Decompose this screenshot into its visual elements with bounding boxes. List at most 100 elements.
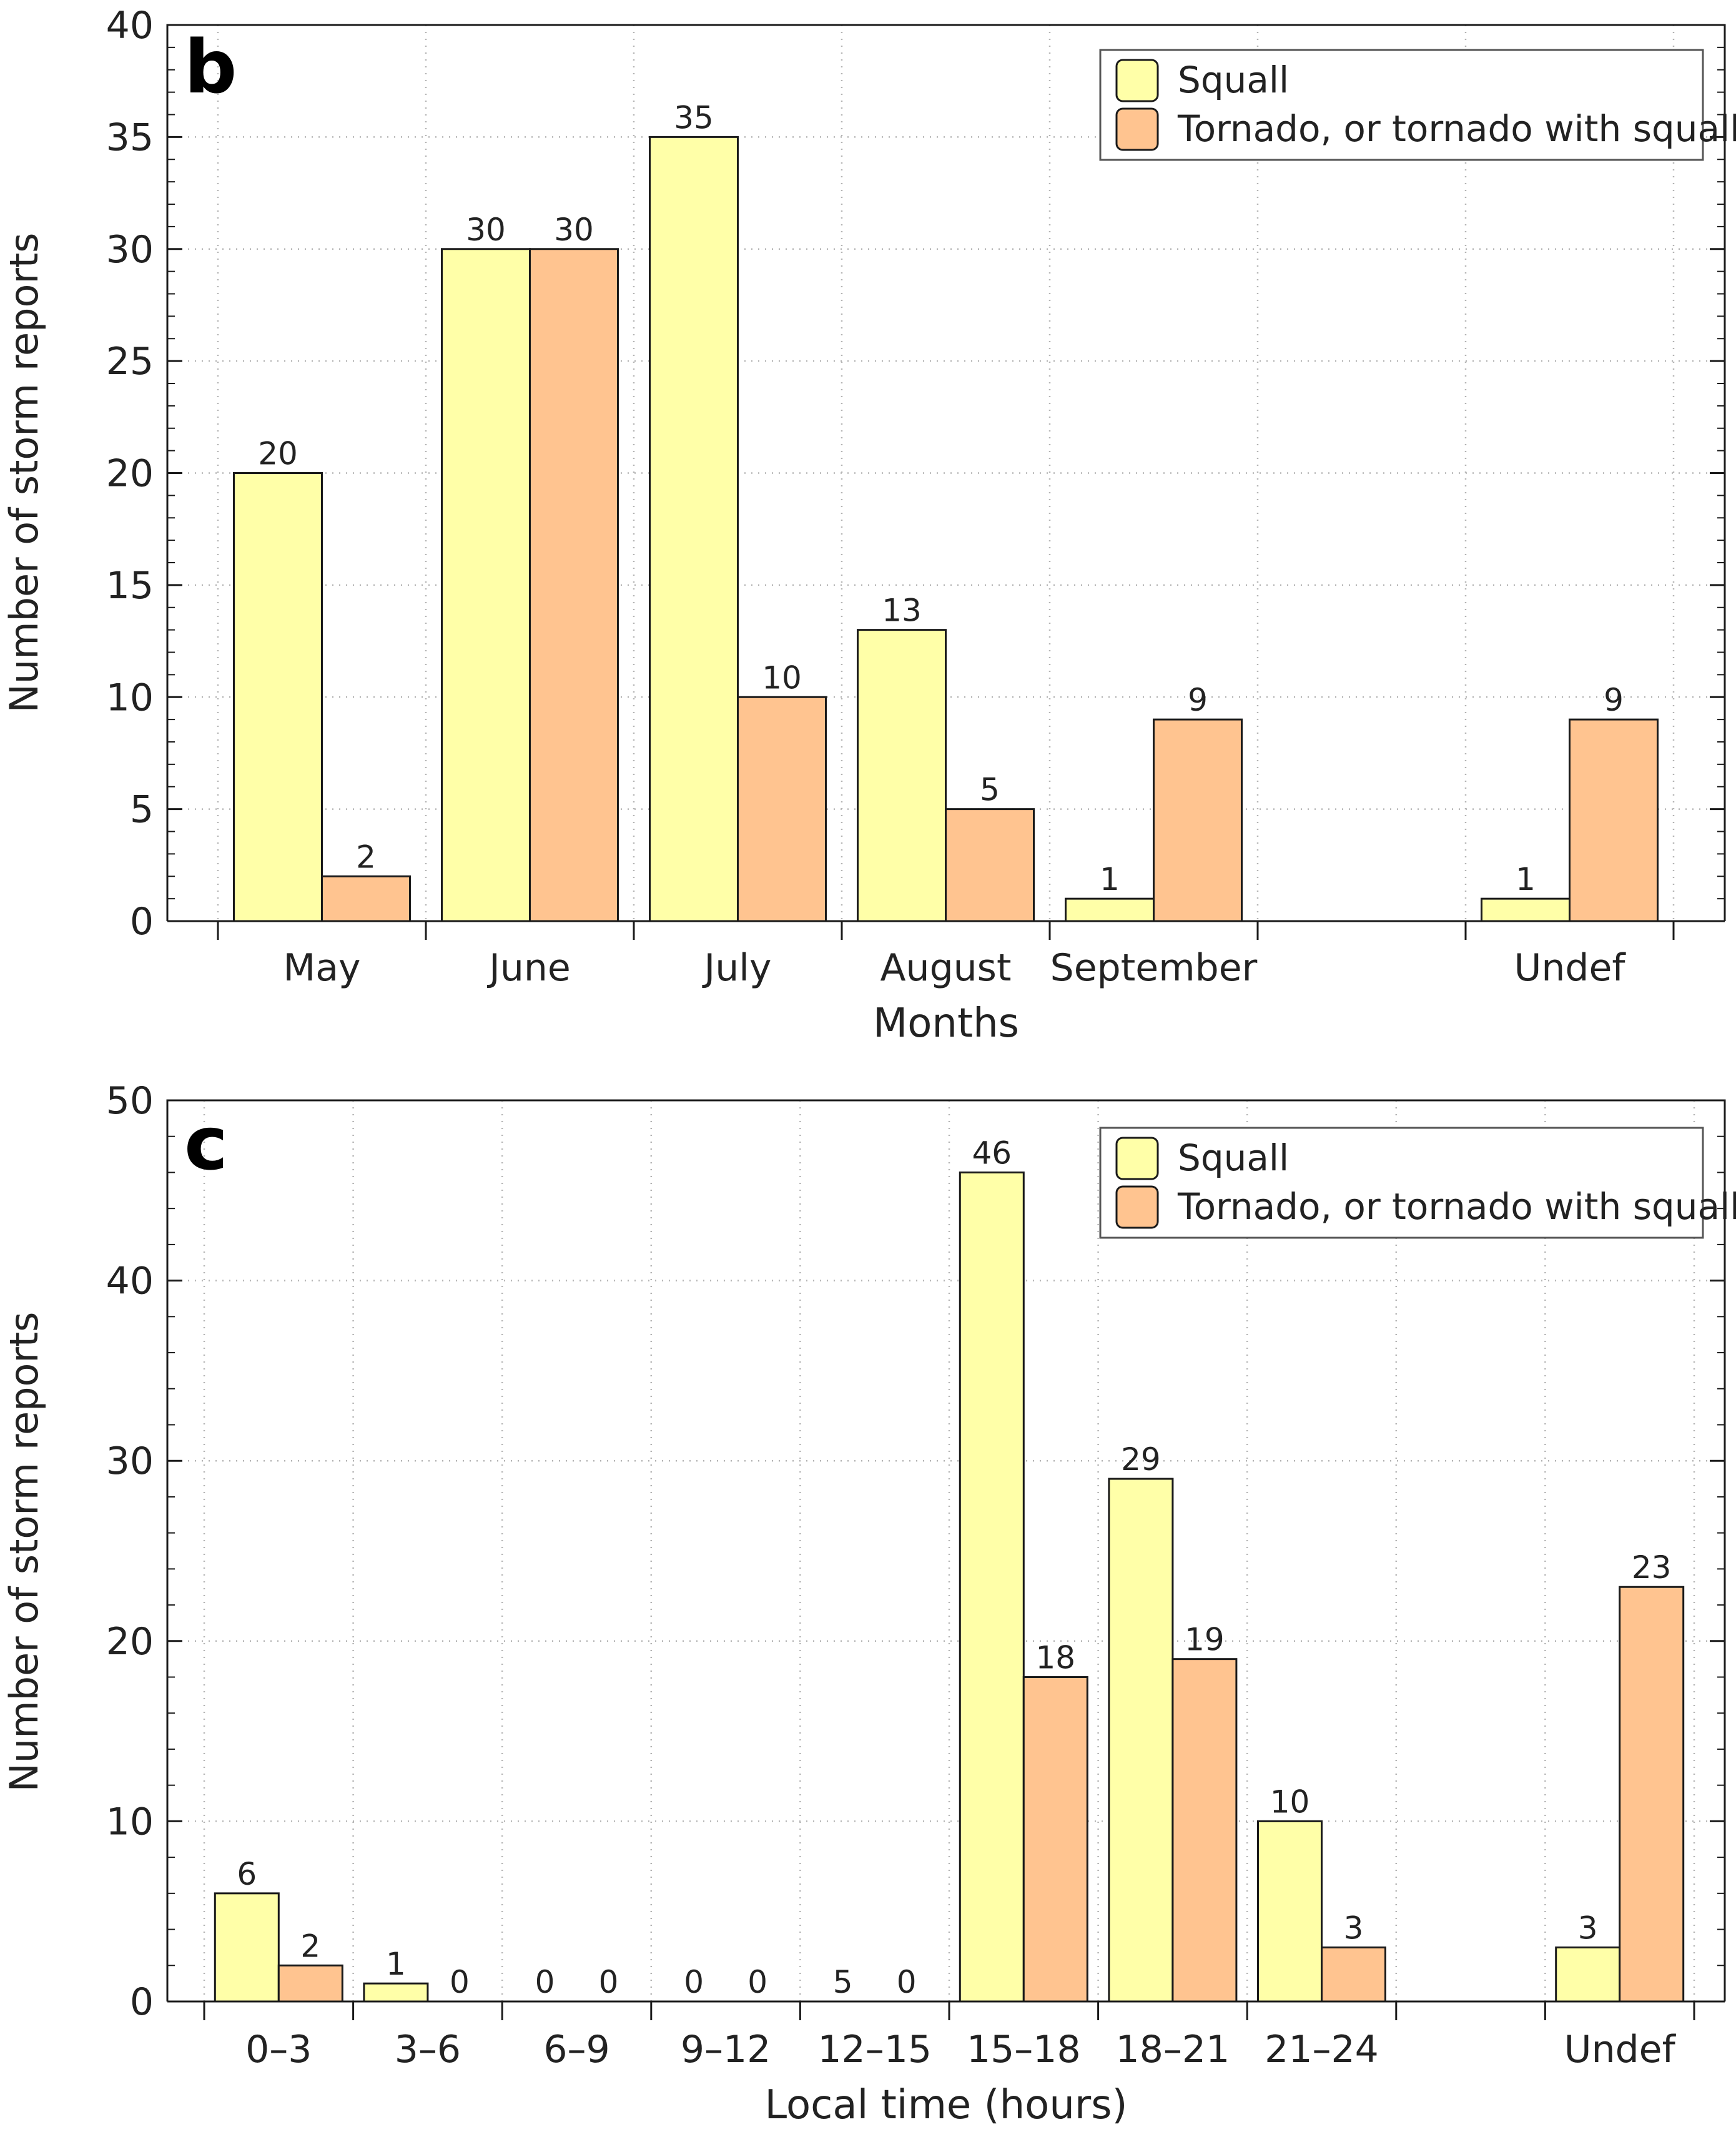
x-tick-label: May [283,946,360,990]
data-label-squall: 30 [466,212,506,248]
y-tick-label: 25 [106,340,154,383]
y-tick-label: 50 [106,1079,154,1123]
data-label-tornado: 30 [554,212,594,248]
data-label-tornado: 0 [897,1964,917,2000]
y-tick-label: 40 [106,1260,154,1303]
x-tick-label: 3–6 [395,2028,461,2071]
bar-squall-21–24 [1257,1820,1323,2003]
data-label-squall: 46 [972,1135,1012,1171]
y-tick-label: 0 [130,1980,154,2024]
plot-frame [166,1099,1726,2001]
y-tick-label: 30 [106,228,154,272]
y-tick-label: 20 [106,452,154,496]
legend-swatch-tornado [1115,1185,1159,1229]
data-label-tornado: 3 [1344,1910,1364,1946]
x-tick-label: June [486,946,571,990]
x-tick-label: 15–18 [967,2028,1081,2071]
bar-squall-3–6 [363,1982,429,2003]
data-label-squall: 13 [882,593,922,629]
y-tick-label: 30 [106,1439,154,1483]
x-tick-label: August [880,946,1012,990]
legend-box [1099,49,1704,161]
bar-squall-September [1065,897,1155,922]
data-label-squall: 1 [1100,861,1120,897]
data-label-squall: 10 [1270,1784,1310,1820]
legend-swatch-squall [1115,59,1159,102]
legend-swatch-tornado [1115,107,1159,151]
y-tick-label: 20 [106,1620,154,1664]
data-label-squall: 35 [674,99,714,136]
x-tick-label: 0–3 [245,2028,312,2071]
data-label-squall: 29 [1121,1441,1161,1478]
legend-box [1099,1127,1704,1239]
data-label-squall: 0 [684,1964,704,2000]
x-tick-label: 18–21 [1116,2028,1230,2071]
bar-squall-Undef [1555,1946,1621,2003]
data-label-tornado: 2 [300,1928,320,1964]
y-tick-label: 15 [106,564,154,608]
legend-label: Squall [1178,1137,1289,1179]
data-label-tornado: 9 [1604,682,1624,718]
data-label-tornado: 9 [1188,682,1208,718]
x-axis-title: Local time (hours) [764,2082,1127,2128]
x-tick-label: 9–12 [681,2028,771,2071]
data-label-squall: 1 [1516,861,1536,897]
data-label-squall: 5 [833,1964,853,2000]
legend-swatch-squall [1115,1137,1159,1180]
data-label-tornado: 0 [747,1964,767,2000]
y-tick-label: 10 [106,1800,154,1843]
bar-tornado-September [1153,718,1243,922]
bar-tornado-Undef [1569,718,1659,922]
legend-label: Tornado, or tornado with squall [1177,1185,1736,1228]
data-label-tornado: 0 [599,1964,619,2000]
bar-tornado-August [945,808,1035,922]
bar-tornado-18–21 [1171,1658,1238,2003]
data-label-tornado: 18 [1035,1640,1075,1676]
y-tick-label: 0 [130,900,154,944]
bar-tornado-0–3 [277,1964,343,2003]
data-label-tornado: 0 [450,1964,470,2000]
bar-squall-0–3 [214,1892,280,2003]
x-tick-label: Undef [1514,946,1626,990]
bar-squall-May [233,472,323,922]
data-label-tornado: 10 [762,659,802,696]
bar-squall-Undef [1481,897,1571,922]
legend-label: Squall [1178,59,1289,101]
x-tick-label: 21–24 [1265,2028,1379,2071]
data-label-tornado: 2 [356,839,376,875]
x-tick-label: 6–9 [543,2028,609,2071]
y-tick-label: 10 [106,676,154,719]
y-tick-label: 35 [106,116,154,159]
panel-letter: b [184,24,237,110]
data-label-squall: 3 [1578,1910,1598,1946]
legend: Squall Tornado, or tornado with squall [1099,1127,1736,1239]
y-tick-label: 40 [106,4,154,47]
data-label-squall: 6 [237,1856,257,1892]
data-label-tornado: 5 [980,772,1000,808]
bar-tornado-June [529,248,619,922]
legend: Squall Tornado, or tornado with squall [1099,49,1736,161]
bar-tornado-21–24 [1321,1946,1386,2003]
x-tick-label: 12–15 [817,2028,932,2071]
data-label-tornado: 23 [1632,1549,1672,1586]
panel-letter: c [184,1100,228,1187]
bar-tornado-Undef [1619,1586,1685,2003]
x-tick-label: Undef [1564,2028,1677,2071]
legend-label: Tornado, or tornado with squall [1177,107,1736,150]
bar-tornado-15–18 [1022,1676,1088,2003]
y-tick-label: 5 [130,788,154,832]
bar-tornado-May [321,875,411,922]
data-label-squall: 20 [258,436,298,472]
data-label-tornado: 19 [1185,1622,1225,1658]
data-label-squall: 0 [535,1964,555,2000]
y-axis-title: Number of storm reports [1,1312,47,1792]
bar-tornado-July [737,696,827,922]
x-axis-title: Months [873,1000,1019,1047]
x-tick-label: July [702,946,772,990]
bar-squall-August [857,629,947,922]
bar-squall-18–21 [1108,1478,1174,2003]
data-label-squall: 1 [386,1946,406,1982]
